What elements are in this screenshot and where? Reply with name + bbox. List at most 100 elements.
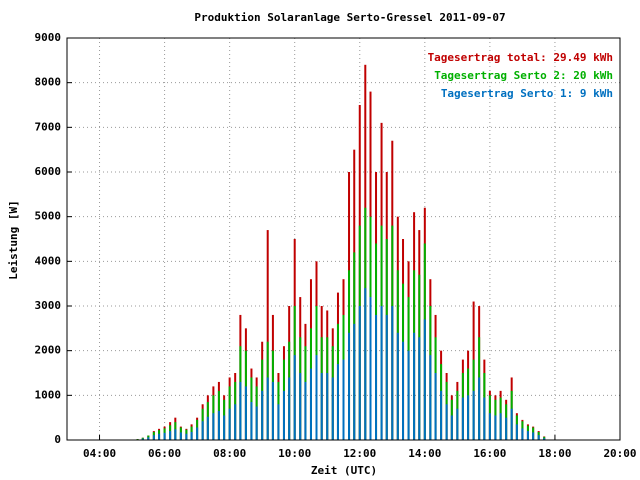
bar	[380, 306, 383, 440]
bar	[185, 433, 188, 440]
legend-entry: Tagesertrag Serto 1: 9 kWh	[441, 87, 613, 100]
bar	[212, 413, 215, 440]
bar	[174, 429, 177, 440]
y-tick-label: 9000	[35, 31, 62, 44]
bar	[472, 390, 475, 440]
y-tick-label: 8000	[35, 76, 62, 89]
bar	[532, 432, 535, 440]
bar	[407, 350, 410, 440]
bar	[309, 368, 312, 440]
x-tick-label: 06:00	[148, 447, 181, 460]
bar	[488, 413, 491, 440]
bar	[385, 314, 388, 440]
x-tick-label: 08:00	[213, 447, 246, 460]
bar	[369, 297, 372, 440]
bar	[537, 435, 540, 440]
y-tick-label: 6000	[35, 165, 62, 178]
bar	[250, 402, 253, 440]
bar	[375, 314, 378, 440]
bar	[158, 433, 161, 440]
bar	[266, 230, 269, 440]
bar	[320, 373, 323, 440]
bar	[336, 364, 339, 440]
bar	[261, 390, 264, 440]
plot-frame	[66, 37, 621, 441]
bar	[196, 427, 199, 440]
x-tick-label: 18:00	[538, 447, 571, 460]
bar	[499, 413, 502, 440]
bar	[217, 410, 220, 440]
bar	[326, 373, 329, 440]
y-tick-label: 1000	[35, 388, 62, 401]
bar	[228, 408, 231, 440]
bar	[440, 390, 443, 440]
bar	[304, 381, 307, 440]
bar	[179, 432, 182, 440]
bar	[494, 415, 497, 440]
y-tick-label: 5000	[35, 210, 62, 223]
bar	[201, 421, 204, 440]
bar	[515, 424, 518, 440]
legend-entry: Tagesertrag Serto 2: 20 kWh	[434, 69, 613, 82]
bar	[190, 431, 193, 440]
bar	[223, 415, 226, 440]
bar	[543, 438, 546, 440]
y-tick-label: 0	[54, 433, 61, 446]
bar	[271, 381, 274, 440]
y-axis-label: Leistung [W]	[7, 200, 20, 279]
x-tick-label: 12:00	[343, 447, 376, 460]
bar	[461, 397, 464, 440]
bar	[234, 404, 237, 440]
x-tick-label: 14:00	[408, 447, 441, 460]
bar	[364, 288, 367, 440]
bar	[483, 397, 486, 440]
bar	[456, 408, 459, 440]
chart-title: Produktion Solaranlage Serto-Gressel 201…	[194, 11, 505, 24]
bar	[358, 306, 361, 440]
bar	[396, 332, 399, 440]
bar	[434, 373, 437, 440]
bar	[521, 428, 524, 440]
bar	[342, 359, 345, 440]
bar	[293, 355, 296, 440]
bar	[510, 408, 513, 440]
bar	[418, 337, 421, 440]
bar	[429, 355, 432, 440]
x-axis-label: Zeit (UTC)	[311, 464, 377, 477]
bar	[331, 377, 334, 440]
bar	[152, 435, 155, 440]
bar	[505, 417, 508, 440]
legend-entry: Tagesertrag total: 29.49 kWh	[428, 51, 613, 64]
x-tick-label: 16:00	[473, 447, 506, 460]
bar	[169, 431, 172, 440]
y-tick-label: 2000	[35, 344, 62, 357]
bar	[282, 390, 285, 440]
bar	[391, 306, 394, 440]
bar	[423, 319, 426, 440]
y-tick-label: 3000	[35, 299, 62, 312]
bar	[255, 406, 258, 440]
bar	[266, 377, 269, 440]
bar	[239, 381, 242, 440]
bar	[299, 373, 302, 440]
x-tick-label: 10:00	[278, 447, 311, 460]
x-tick-label: 20:00	[603, 447, 636, 460]
bar	[147, 437, 150, 440]
bar	[526, 431, 529, 440]
bar	[244, 386, 247, 440]
bar	[315, 355, 318, 440]
bar	[348, 332, 351, 440]
bar	[206, 416, 209, 440]
bar	[413, 332, 416, 440]
x-tick-label: 04:00	[83, 447, 116, 460]
y-tick-label: 7000	[35, 120, 62, 133]
bar	[450, 415, 453, 440]
y-tick-label: 4000	[35, 254, 62, 267]
bar	[353, 323, 356, 440]
bar	[445, 404, 448, 440]
bar	[141, 438, 144, 440]
bar	[277, 404, 280, 440]
bar	[163, 432, 166, 440]
